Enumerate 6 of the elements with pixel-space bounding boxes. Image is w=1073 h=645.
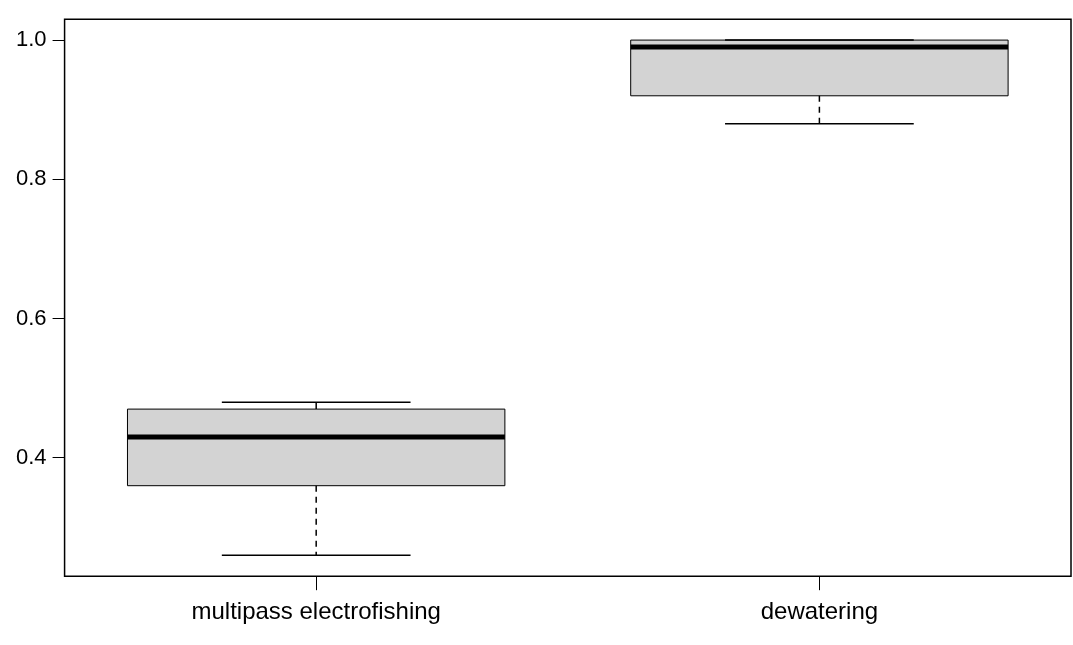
y-tick-label: 1.0 — [15, 26, 47, 52]
y-tick-label: 0.6 — [15, 304, 47, 330]
y-tick-label: 0.4 — [15, 443, 47, 469]
x-tick-label: multipass electrofishing — [191, 597, 441, 625]
x-tick-label: dewatering — [760, 597, 879, 625]
y-tick-label: 0.8 — [15, 165, 47, 191]
